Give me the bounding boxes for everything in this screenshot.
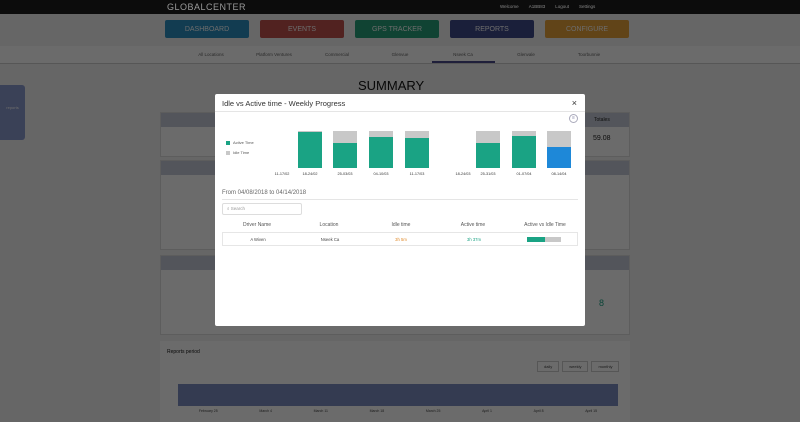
close-icon[interactable]: ×: [571, 98, 577, 108]
bar-active[interactable]: [547, 147, 571, 168]
count-value: 8: [599, 298, 605, 308]
subnav-tab[interactable]: Nseek Ca: [431, 46, 495, 63]
bar-group[interactable]: [270, 131, 294, 168]
bar-group[interactable]: [405, 131, 429, 168]
column-header[interactable]: Driver Name: [242, 222, 272, 228]
reports-period-panel: Reports period daily weekly monthly Februa…: [160, 341, 630, 422]
modal-title: Idle vs Active time - Weekly Progress: [222, 99, 346, 108]
total-label: Totales: [594, 117, 610, 123]
x-tick-label: 18-24/03: [455, 172, 471, 176]
column-header[interactable]: Active vs Idle Time: [524, 222, 566, 228]
page-title: SUMMARY: [358, 78, 425, 93]
bar-active[interactable]: [369, 136, 393, 168]
bar-group[interactable]: [547, 131, 571, 168]
timeline-label: March 11: [313, 409, 328, 413]
x-tick-label: 11-17/02: [274, 172, 290, 176]
nav-reports[interactable]: REPORTS: [450, 20, 534, 38]
nav-gps-tracker[interactable]: GPS TRACKER: [355, 20, 439, 38]
x-tick-label: 18-24/02: [302, 172, 318, 176]
bar-group[interactable]: [369, 131, 393, 168]
column-header[interactable]: Active time: [460, 222, 486, 228]
welcome-text: Welcome: [500, 4, 519, 9]
x-tick-label: 25-31/03: [480, 172, 496, 176]
timeline-label: March 18: [369, 409, 385, 413]
timeline-label: March 25: [425, 409, 441, 413]
chart-legend: Active Time Idle Time: [226, 140, 254, 160]
period-weekly-button[interactable]: weekly: [562, 361, 589, 372]
top-bar: GLOBALCENTER Welcome A1BB83 Logout Setti…: [0, 0, 800, 14]
nav-dashboard[interactable]: DASHBOARD: [165, 20, 249, 38]
location: Nseek Ca: [320, 237, 340, 242]
active-vs-idle-bar: [527, 237, 561, 242]
x-tick-label: 25-03/03: [337, 172, 353, 176]
bar-group[interactable]: [512, 131, 536, 168]
user-name: A1BB83: [528, 4, 546, 9]
sidebar-reports-tab[interactable]: reports: [0, 85, 25, 140]
bar-active[interactable]: [333, 142, 357, 168]
x-tick-label: 11-17/03: [409, 172, 425, 176]
bar-active[interactable]: [512, 135, 536, 168]
timeline-label: March 4: [259, 409, 272, 413]
timeline-label: April 15: [585, 409, 598, 413]
settings-link[interactable]: Settings: [578, 4, 596, 9]
bar-group[interactable]: [333, 131, 357, 168]
column-header[interactable]: Idle time: [391, 222, 411, 228]
nav-configure[interactable]: CONFIGURE: [545, 20, 629, 38]
bar-active[interactable]: [476, 142, 500, 168]
idle-time: 3h 5m: [395, 237, 407, 242]
driver-name: A Wiven: [250, 237, 266, 242]
timeline-label: February 25: [198, 409, 218, 413]
active-time: 3h 37m: [467, 237, 481, 242]
bar-active[interactable]: [298, 132, 322, 168]
bar-group[interactable]: [451, 131, 475, 168]
timeline-label: April 1: [482, 409, 492, 413]
bar-group[interactable]: [476, 131, 500, 168]
sidetab-label: reports: [6, 105, 19, 110]
subnav-tab[interactable]: Glenvale: [517, 52, 535, 57]
bar-active[interactable]: [405, 137, 429, 168]
logout-link[interactable]: Logout: [555, 4, 569, 9]
subnav-tab[interactable]: Glenvue: [391, 52, 409, 57]
legend-idle[interactable]: Idle Time: [226, 150, 254, 155]
timeline-label: April 8: [533, 409, 544, 413]
date-range: From 04/08/2018 to 04/14/2018: [222, 190, 307, 196]
search-input[interactable]: ⌕ Search: [222, 203, 302, 215]
table-row: A Wiven Nseek Ca 3h 5m 3h 37m: [222, 232, 578, 246]
weekly-progress-modal: Idle vs Active time - Weekly Progress × …: [215, 94, 585, 326]
column-header[interactable]: Location: [319, 222, 339, 228]
timeline-range[interactable]: [178, 384, 618, 406]
x-tick-label: 08-14/04: [551, 172, 567, 176]
bar-group[interactable]: [298, 131, 322, 168]
x-tick-label: 04-10/03: [373, 172, 389, 176]
reports-period-title: Reports period: [167, 349, 200, 355]
subnav-tab[interactable]: Commercial: [324, 52, 349, 57]
total-value: 59.08: [593, 135, 611, 142]
chart-menu-icon[interactable]: ≡: [569, 114, 578, 123]
logo: GLOBALCENTER: [167, 2, 247, 12]
period-monthly-button[interactable]: monthly: [591, 361, 620, 372]
subnav-tab[interactable]: Toorbunnie: [577, 52, 601, 57]
period-daily-button[interactable]: daily: [537, 361, 560, 372]
nav-events[interactable]: EVENTS: [260, 20, 344, 38]
x-tick-label: 01-07/04: [516, 172, 532, 176]
legend-active[interactable]: Active Time: [226, 140, 254, 145]
subnav-tab[interactable]: All Locations: [198, 52, 224, 57]
subnav-tab[interactable]: Platform Ventures: [256, 52, 292, 57]
